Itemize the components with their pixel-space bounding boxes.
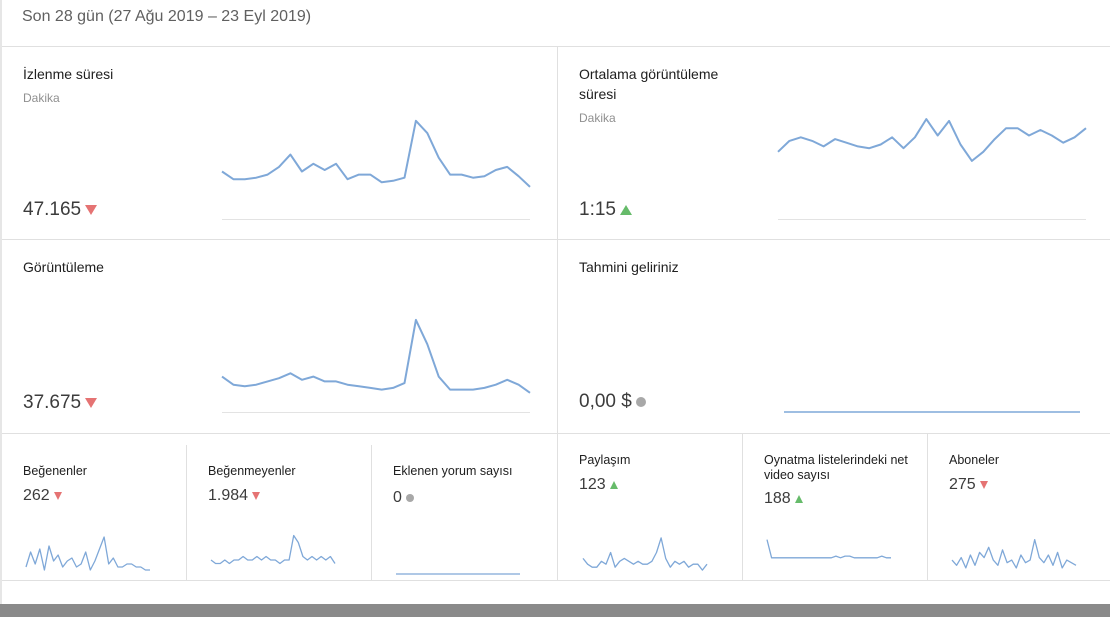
card-title: Görüntüleme: [23, 259, 104, 275]
card-value: 1:15: [579, 199, 616, 220]
card-value: 123: [579, 476, 606, 493]
card-unit: Dakika: [23, 91, 60, 105]
trend-down-icon: [53, 492, 62, 500]
card-value-row: 188: [764, 490, 803, 508]
card-value-row: 47.165: [23, 199, 98, 221]
card-unit: Dakika: [579, 111, 616, 125]
sparkline-series: [777, 118, 1087, 162]
sparkline-chart: [221, 318, 531, 413]
sparkline-chart: [221, 119, 531, 220]
trend-up-icon: [619, 205, 632, 215]
trend-neutral-icon: [405, 494, 414, 502]
sparkline-chart: [777, 118, 1087, 220]
card-title: İzlenme süresi: [23, 66, 114, 82]
sparkline-chart: [210, 534, 336, 565]
card-value: 0: [393, 489, 402, 506]
card-value-row: 0,00 $: [579, 391, 646, 413]
sparkline-chart: [582, 537, 708, 571]
divider: [742, 433, 743, 580]
card-value-row: 0: [393, 489, 414, 507]
card-title: Paylaşım: [579, 453, 631, 467]
divider: [2, 46, 1110, 47]
sparkline-series: [951, 538, 1077, 569]
trend-down-icon: [979, 481, 988, 489]
card-value-row: 1.984: [208, 487, 261, 505]
card-title: Beğenenler: [23, 464, 87, 478]
trend-down-icon: [85, 205, 98, 215]
sparkline-series: [221, 318, 531, 394]
card-title: Oynatma listelerindeki net video sayısı: [764, 453, 908, 482]
card-value-row: 123: [579, 476, 618, 494]
card-title: Eklenen yorum sayısı: [393, 464, 513, 478]
sparkline-series: [582, 537, 708, 571]
trend-neutral-icon: [635, 397, 646, 407]
card-title: Ortalama görüntüleme süresi: [579, 66, 719, 102]
card-value: 275: [949, 476, 976, 493]
card-value-row: 37.675: [23, 392, 98, 414]
trend-up-icon: [794, 495, 803, 503]
card-value: 0,00 $: [579, 391, 632, 412]
card-title: Beğenmeyenler: [208, 464, 296, 478]
divider: [2, 239, 1110, 240]
card-value: 47.165: [23, 199, 82, 220]
card-value-row: 262: [23, 487, 62, 505]
divider: [2, 580, 1110, 581]
trend-down-icon: [252, 492, 261, 500]
sparkline-series: [210, 534, 336, 565]
divider: [186, 445, 187, 580]
divider: [927, 433, 928, 580]
card-value-row: 1:15: [579, 199, 632, 221]
date-range[interactable]: Son 28 gün (27 Ağu 2019 – 23 Eyl 2019): [22, 8, 312, 25]
trend-up-icon: [609, 481, 618, 489]
card-title: Aboneler: [949, 453, 1000, 467]
sparkline-series: [766, 539, 891, 559]
card-value: 37.675: [23, 392, 82, 413]
divider: [371, 445, 372, 580]
divider: [557, 46, 558, 580]
card-value: 1.984: [208, 487, 249, 504]
divider: [2, 433, 1110, 434]
card-value-row: 275: [949, 476, 988, 494]
card-value: 262: [23, 487, 50, 504]
sparkline-chart: [951, 538, 1077, 569]
sparkline-chart: [766, 539, 891, 559]
left-border: [0, 0, 2, 604]
horizontal-scrollbar[interactable]: [0, 604, 1110, 617]
sparkline-chart: [25, 536, 150, 571]
sparkline-chart: [396, 573, 520, 575]
card-value: 188: [764, 490, 791, 507]
trend-down-icon: [85, 398, 98, 408]
sparkline-chart: [784, 411, 1080, 413]
sparkline-series: [221, 119, 531, 188]
card-title: Tahmini geliriniz: [579, 259, 679, 275]
sparkline-series: [25, 536, 150, 571]
